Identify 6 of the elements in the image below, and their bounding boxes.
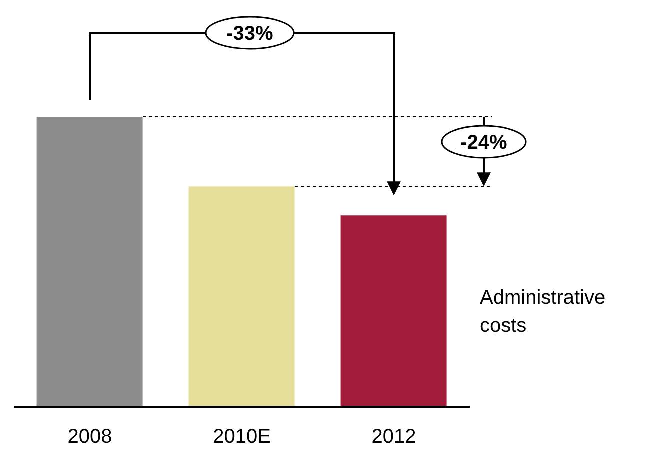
annotation: -24% — [460, 132, 508, 154]
x-tick-label: 2010E — [213, 426, 271, 448]
x-tick-label: 2008 — [68, 426, 112, 448]
annotation: Administrative costs — [480, 286, 607, 339]
text: -33% — [226, 23, 274, 45]
x-tick-label: 2012 — [372, 426, 416, 448]
